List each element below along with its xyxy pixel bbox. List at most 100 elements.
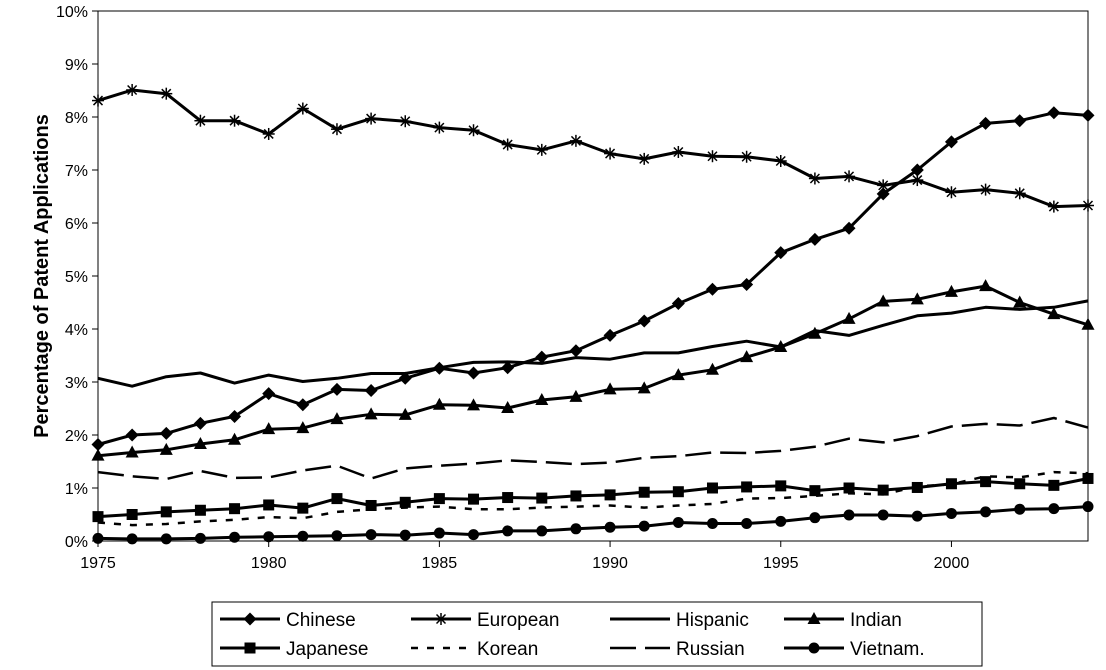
y-tick-label: 0% [65, 534, 88, 551]
data-point-vietnam [1048, 503, 1060, 515]
data-point-chinese [296, 398, 310, 412]
legend-label-russian: Russian [676, 639, 745, 660]
series-line-european [97, 88, 1089, 209]
data-point-indian [671, 368, 685, 381]
data-point-japanese [945, 478, 957, 490]
data-point-chinese [398, 371, 412, 385]
series-line-chinese [97, 111, 1089, 446]
data-point-chinese [944, 135, 958, 149]
data-point-indian [774, 340, 788, 353]
data-point-chinese [808, 232, 822, 246]
data-point-vietnam [570, 523, 582, 535]
data-point-chinese [910, 163, 924, 177]
data-point-vietnam [365, 529, 377, 541]
data-point-indian [193, 437, 207, 450]
legend-marker-vietnam [808, 642, 820, 654]
data-point-indian [637, 381, 651, 394]
series-line-japanese [97, 477, 1089, 519]
y-tick-label: 5% [65, 269, 88, 286]
data-point-indian [603, 382, 617, 395]
data-point-european [433, 121, 446, 134]
data-point-vietnam [433, 527, 445, 539]
y-tick-label: 4% [65, 322, 88, 339]
data-point-vietnam [399, 529, 411, 541]
x-tick-label: 1980 [251, 555, 287, 572]
legend-item-korean: Korean [411, 639, 538, 660]
legend-item-indian: Indian [784, 610, 902, 631]
data-point-vietnam [638, 520, 650, 532]
data-point-indian [262, 422, 276, 435]
data-point-european [979, 183, 992, 196]
data-point-japanese [638, 486, 650, 498]
data-point-chinese [603, 328, 617, 342]
data-point-chinese [228, 409, 242, 423]
data-point-vietnam [980, 506, 992, 518]
data-point-chinese [671, 297, 685, 311]
data-point-chinese [1013, 114, 1027, 128]
data-point-chinese [569, 344, 583, 358]
legend-label-european: European [477, 610, 559, 631]
data-point-european [774, 154, 787, 167]
axes: 0% 1% 2% 3% 4% 5% 6% 7% 8% 9% 10% 1975 1980 1985 1990 1… [56, 4, 1089, 572]
data-point-vietnam [706, 518, 718, 530]
legend-marker-european [435, 613, 447, 625]
data-point-japanese [1048, 479, 1060, 491]
data-point-vietnam [741, 518, 753, 530]
series-line-vietnam [97, 505, 1089, 541]
data-point-japanese [433, 493, 445, 505]
data-point-japanese [126, 509, 138, 520]
legend-item-vietnam: Vietnam. [784, 639, 925, 660]
data-point-indian [1013, 295, 1027, 308]
data-point-chinese [979, 116, 993, 130]
data-point-vietnam [229, 531, 241, 543]
data-point-vietnam [945, 507, 957, 519]
legend-label-vietnam: Vietnam. [850, 639, 925, 660]
data-point-japanese [604, 489, 616, 501]
x-tick-label: 1975 [80, 555, 116, 572]
data-point-indian [910, 292, 924, 305]
series-line-hispanic [97, 299, 1089, 388]
data-point-indian [740, 350, 754, 363]
data-point-vietnam [877, 509, 889, 521]
data-point-vietnam [911, 510, 923, 522]
data-point-indian [569, 389, 583, 402]
legend-item-chinese: Chinese [220, 610, 356, 631]
x-tick-label: 2000 [934, 555, 970, 572]
data-point-european [1047, 200, 1060, 213]
plot-frame [97, 10, 1089, 542]
data-point-japanese [536, 492, 548, 504]
legend-box [211, 601, 983, 667]
data-point-chinese [193, 416, 207, 430]
data-point-indian [705, 362, 719, 375]
data-point-chinese [364, 383, 378, 397]
data-point-european [672, 145, 685, 158]
data-point-vietnam [604, 521, 616, 533]
data-point-chinese [467, 366, 481, 380]
data-point-chinese [262, 387, 276, 401]
legend-label-chinese: Chinese [286, 610, 356, 631]
data-point-european [843, 170, 856, 183]
data-point-european [808, 172, 821, 185]
data-point-japanese [468, 493, 480, 505]
data-point-japanese [809, 485, 821, 497]
legend-label-korean: Korean [477, 639, 538, 660]
data-point-vietnam [160, 533, 172, 545]
data-point-japanese [877, 484, 889, 496]
data-point-vietnam [843, 509, 855, 521]
data-point-japanese [570, 490, 582, 502]
y-tick-label: 9% [65, 57, 88, 74]
legend-marker-indian [807, 612, 821, 624]
data-point-japanese [229, 503, 241, 515]
legend-marker-chinese [243, 612, 257, 626]
y-axis-title: Percentage of Patent Applications [31, 114, 53, 438]
data-point-european [228, 114, 241, 127]
series-line-indian [97, 284, 1089, 458]
series-korean [97, 470, 1089, 527]
data-point-vietnam [468, 529, 480, 541]
data-point-european [365, 112, 378, 125]
data-point-japanese [399, 496, 411, 508]
data-point-vietnam [536, 525, 548, 537]
series-hispanic [97, 299, 1089, 388]
data-point-chinese [876, 187, 890, 201]
